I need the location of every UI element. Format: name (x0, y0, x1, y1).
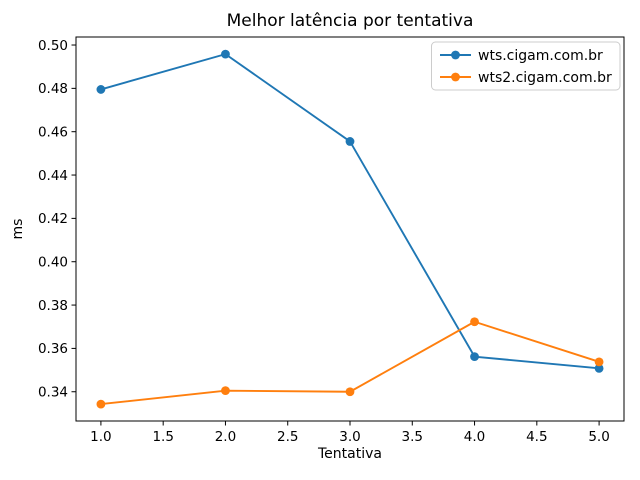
legend-item-1: wts2.cigam.com.br (440, 70, 612, 86)
y-tick-label: 0.42 (38, 211, 68, 227)
data-point (96, 399, 106, 409)
series-1 (96, 317, 604, 409)
y-tick-label: 0.36 (38, 341, 68, 357)
x-tick-label: 3.0 (339, 429, 360, 445)
x-tick-label: 4.5 (526, 429, 547, 445)
data-point (345, 137, 355, 146)
data-point (345, 387, 355, 397)
series-0 (96, 49, 604, 373)
legend: wts.cigam.com.br wts2.cigam.com.br (431, 41, 621, 91)
legend-label: wts.cigam.com.br (478, 48, 603, 64)
legend-marker (451, 50, 460, 60)
data-point (594, 363, 604, 373)
data-point (470, 317, 479, 327)
y-axis-ticks: 0.34 0.36 0.38 0.40 0.42 0.44 0.46 0.48 0.50 (38, 38, 76, 401)
y-tick-label: 0.46 (38, 124, 68, 140)
x-tick-label: 1.0 (90, 429, 111, 445)
chart-title: Melhor latência por tentativa (226, 11, 474, 31)
x-tick-label: 1.5 (152, 429, 173, 445)
legend-label: wts2.cigam.com.br (478, 70, 612, 86)
x-tick-label: 3.5 (402, 429, 423, 445)
x-axis-ticks: 1.0 1.5 2.0 2.5 3.0 3.5 4.0 4.5 5.0 (90, 421, 610, 445)
x-tick-label: 2.5 (277, 429, 298, 445)
x-tick-label: 5.0 (588, 429, 609, 445)
legend-box (431, 41, 621, 91)
y-tick-label: 0.48 (38, 81, 68, 97)
data-point (470, 352, 479, 362)
legend-marker (451, 72, 460, 82)
y-tick-label: 0.38 (38, 298, 68, 314)
x-axis-label: Tentativa (318, 446, 382, 462)
y-tick-label: 0.40 (38, 255, 68, 271)
legend-item-0: wts.cigam.com.br (440, 48, 603, 64)
data-point (594, 357, 604, 367)
data-point (221, 386, 230, 396)
data-point (96, 85, 106, 94)
series-line-0 (100, 53, 600, 370)
data-point (221, 49, 230, 59)
x-tick-label: 4.0 (464, 429, 485, 445)
y-tick-label: 0.34 (38, 385, 68, 401)
y-tick-label: 0.50 (38, 38, 68, 54)
x-tick-label: 2.0 (215, 429, 236, 445)
y-tick-label: 0.44 (38, 168, 68, 184)
